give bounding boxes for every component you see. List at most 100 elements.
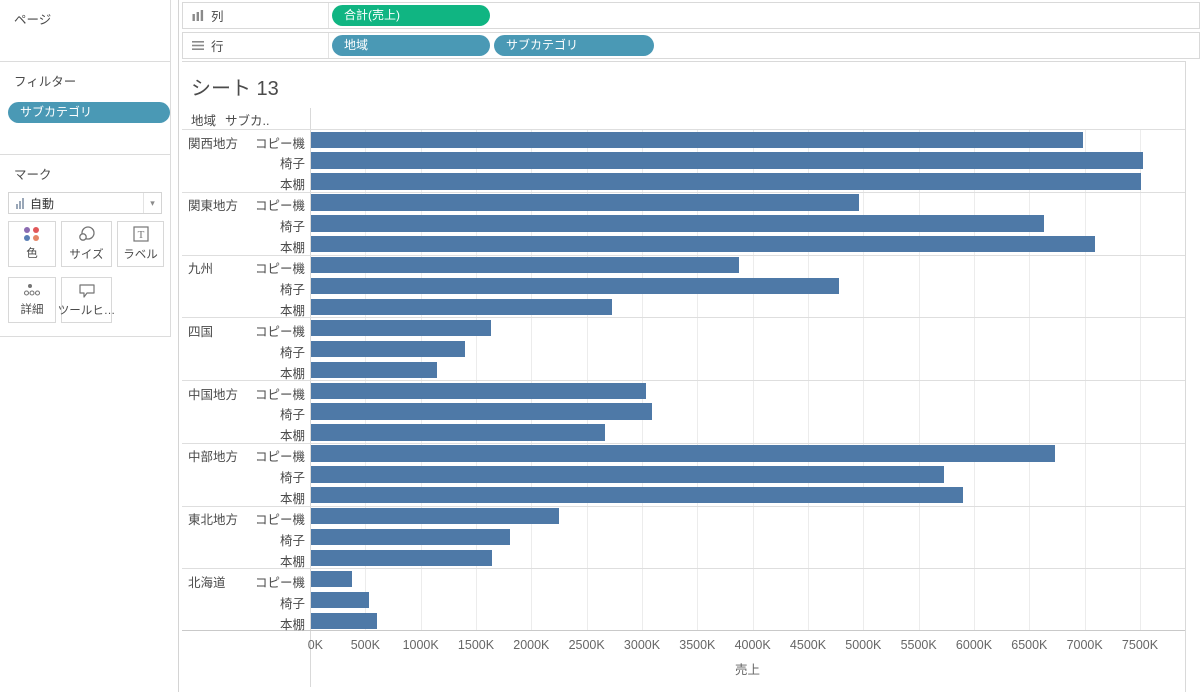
row-header-region[interactable]: 関西地方 bbox=[188, 136, 239, 151]
bar-mark[interactable] bbox=[311, 194, 859, 211]
pages-shelf-label: ページ bbox=[14, 13, 52, 27]
bar-mark[interactable] bbox=[311, 173, 1141, 190]
row-header-subcategory[interactable]: コピー機 bbox=[254, 199, 305, 214]
row-header-subcategory[interactable]: 本棚 bbox=[279, 492, 305, 507]
columns-pills: 合計(売上) bbox=[329, 5, 490, 26]
mark-type-value: 自動 bbox=[30, 196, 55, 211]
row-header-subcategory[interactable]: コピー機 bbox=[254, 136, 305, 151]
row-header-subcategory[interactable]: コピー機 bbox=[254, 513, 305, 527]
svg-text:T: T bbox=[137, 229, 144, 241]
bar-mark[interactable] bbox=[311, 277, 839, 295]
row-header-subcategory[interactable]: 本棚 bbox=[279, 617, 305, 632]
row-header-subcategory[interactable]: 椅子 bbox=[279, 157, 305, 172]
size-button[interactable]: サイズ bbox=[61, 221, 112, 267]
row-header-region[interactable]: 中部地方 bbox=[188, 450, 239, 465]
bar-mark[interactable] bbox=[311, 508, 559, 525]
bar-mark[interactable] bbox=[311, 445, 1055, 462]
row-header-region[interactable]: 中国地方 bbox=[188, 387, 239, 402]
bar-mark[interactable] bbox=[311, 319, 492, 337]
bar-mark[interactable] bbox=[311, 466, 944, 483]
columns-shelf[interactable]: 列 合計(売上) bbox=[182, 2, 1200, 29]
row-header-subcategory[interactable]: コピー機 bbox=[254, 262, 305, 276]
detail-icon bbox=[23, 283, 41, 297]
chart-pane[interactable]: 関西地方 コピー機 椅子 本棚 関東地方 コピー機 椅子 本棚 九州 コピー機 椅子 本棚 四国 コピー機… bbox=[182, 129, 1185, 632]
tooltip-button[interactable]: ツールヒ… bbox=[58, 277, 115, 323]
filters-shelf[interactable]: フィルター サブカテゴリ bbox=[0, 62, 171, 155]
columns-shelf-header: 列 bbox=[183, 3, 329, 28]
tooltip-button-label: ツールヒ… bbox=[57, 304, 116, 317]
filter-pill-subcategory[interactable]: サブカテゴリ bbox=[8, 102, 170, 123]
row-header-subcategory[interactable]: 椅子 bbox=[279, 345, 305, 360]
row-header-subcategory[interactable]: 本棚 bbox=[279, 366, 305, 381]
axis-tick-label: 7500K bbox=[1121, 638, 1159, 652]
region-separator bbox=[182, 317, 1185, 319]
row-header-region[interactable]: 関東地方 bbox=[188, 199, 239, 214]
color-button[interactable]: 色 bbox=[8, 221, 56, 267]
bar-mark[interactable] bbox=[311, 131, 1084, 148]
bar-mark[interactable] bbox=[311, 382, 647, 399]
row-header-subcategory[interactable]: 椅子 bbox=[279, 282, 305, 297]
bar-mark[interactable] bbox=[311, 403, 652, 420]
pill-region[interactable]: 地域 bbox=[332, 35, 490, 56]
pages-shelf[interactable]: ページ bbox=[0, 0, 171, 62]
text-label-icon: T bbox=[132, 226, 149, 242]
rows-icon bbox=[192, 40, 204, 51]
row-header-subcategory[interactable]: 椅子 bbox=[279, 408, 305, 423]
bar-mark[interactable] bbox=[311, 549, 493, 567]
axis-tick-label: 5500K bbox=[900, 638, 937, 652]
mark-type-dropdown[interactable]: 自動 ▾ bbox=[8, 192, 162, 214]
row-header-subcategory[interactable]: 本棚 bbox=[279, 178, 305, 193]
sheet-title[interactable]: シート 13 bbox=[191, 78, 279, 100]
chevron-down-icon[interactable]: ▾ bbox=[143, 193, 161, 213]
bar-mark[interactable] bbox=[311, 591, 369, 609]
row-header-subcategory[interactable]: 本棚 bbox=[279, 554, 305, 569]
row-header-region[interactable]: 四国 bbox=[188, 324, 214, 339]
field-label-region[interactable]: 地域 bbox=[191, 114, 217, 128]
pill-sum-sales[interactable]: 合計(売上) bbox=[332, 5, 490, 26]
row-header-subcategory[interactable]: コピー機 bbox=[254, 575, 305, 590]
row-header-subcategory[interactable]: コピー機 bbox=[254, 387, 305, 402]
pill-subcategory[interactable]: サブカテゴリ bbox=[494, 35, 654, 56]
bar-mark[interactable] bbox=[311, 570, 352, 588]
row-header-subcategory[interactable]: 本棚 bbox=[279, 429, 305, 444]
row-header-subcategory[interactable]: 椅子 bbox=[279, 220, 305, 235]
bar-mark[interactable] bbox=[311, 257, 740, 274]
bar-mark[interactable] bbox=[311, 528, 511, 546]
axis-tick-label: 6000K bbox=[955, 638, 993, 652]
region-separator bbox=[182, 191, 1185, 193]
detail-button-label: 詳細 bbox=[20, 304, 44, 316]
color-button-label: 色 bbox=[26, 248, 38, 260]
row-header-subcategory[interactable]: コピー機 bbox=[254, 324, 305, 339]
bar-mark[interactable] bbox=[311, 340, 465, 358]
axis-tick-label: 500K bbox=[350, 638, 380, 652]
x-axis[interactable]: 0K 500K 1000K 1500K 2000K 2500K 3000K 3500K 4000… bbox=[182, 638, 1185, 656]
detail-button[interactable]: 詳細 bbox=[8, 277, 56, 323]
color-icon bbox=[24, 227, 40, 241]
region-separator bbox=[182, 568, 1185, 570]
axis-tick-label: 2500K bbox=[568, 638, 605, 652]
bar-mark[interactable] bbox=[311, 152, 1144, 169]
row-header-region[interactable]: 東北地方 bbox=[188, 513, 239, 527]
row-header-subcategory[interactable]: 椅子 bbox=[279, 596, 305, 611]
bar-mark[interactable] bbox=[311, 361, 438, 378]
row-header-subcategory[interactable]: 椅子 bbox=[279, 533, 305, 548]
rows-shelf-header: 行 bbox=[183, 33, 329, 58]
marks-card: マーク 自動 ▾ 色 bbox=[0, 155, 171, 337]
row-header-subcategory[interactable]: 椅子 bbox=[279, 471, 305, 486]
bar-mark[interactable] bbox=[311, 298, 612, 316]
rows-shelf-label: 行 bbox=[211, 40, 224, 54]
bar-mark[interactable] bbox=[311, 612, 378, 629]
row-header-subcategory[interactable]: コピー機 bbox=[254, 450, 305, 465]
bar-mark[interactable] bbox=[311, 487, 963, 504]
rows-shelf[interactable]: 行 地域 サブカテゴリ bbox=[182, 32, 1200, 59]
field-label-subcategory[interactable]: サブカ.. bbox=[225, 114, 270, 128]
bar-mark[interactable] bbox=[311, 424, 606, 441]
bar-chart-icon bbox=[16, 197, 24, 209]
row-header-subcategory[interactable]: 本棚 bbox=[279, 303, 305, 318]
row-header-region[interactable]: 九州 bbox=[188, 262, 214, 276]
label-button[interactable]: T ラベル bbox=[117, 221, 164, 267]
bar-mark[interactable] bbox=[311, 215, 1044, 232]
row-header-subcategory[interactable]: 本棚 bbox=[279, 241, 305, 256]
bar-mark[interactable] bbox=[311, 236, 1095, 253]
row-header-region[interactable]: 北海道 bbox=[188, 575, 226, 590]
